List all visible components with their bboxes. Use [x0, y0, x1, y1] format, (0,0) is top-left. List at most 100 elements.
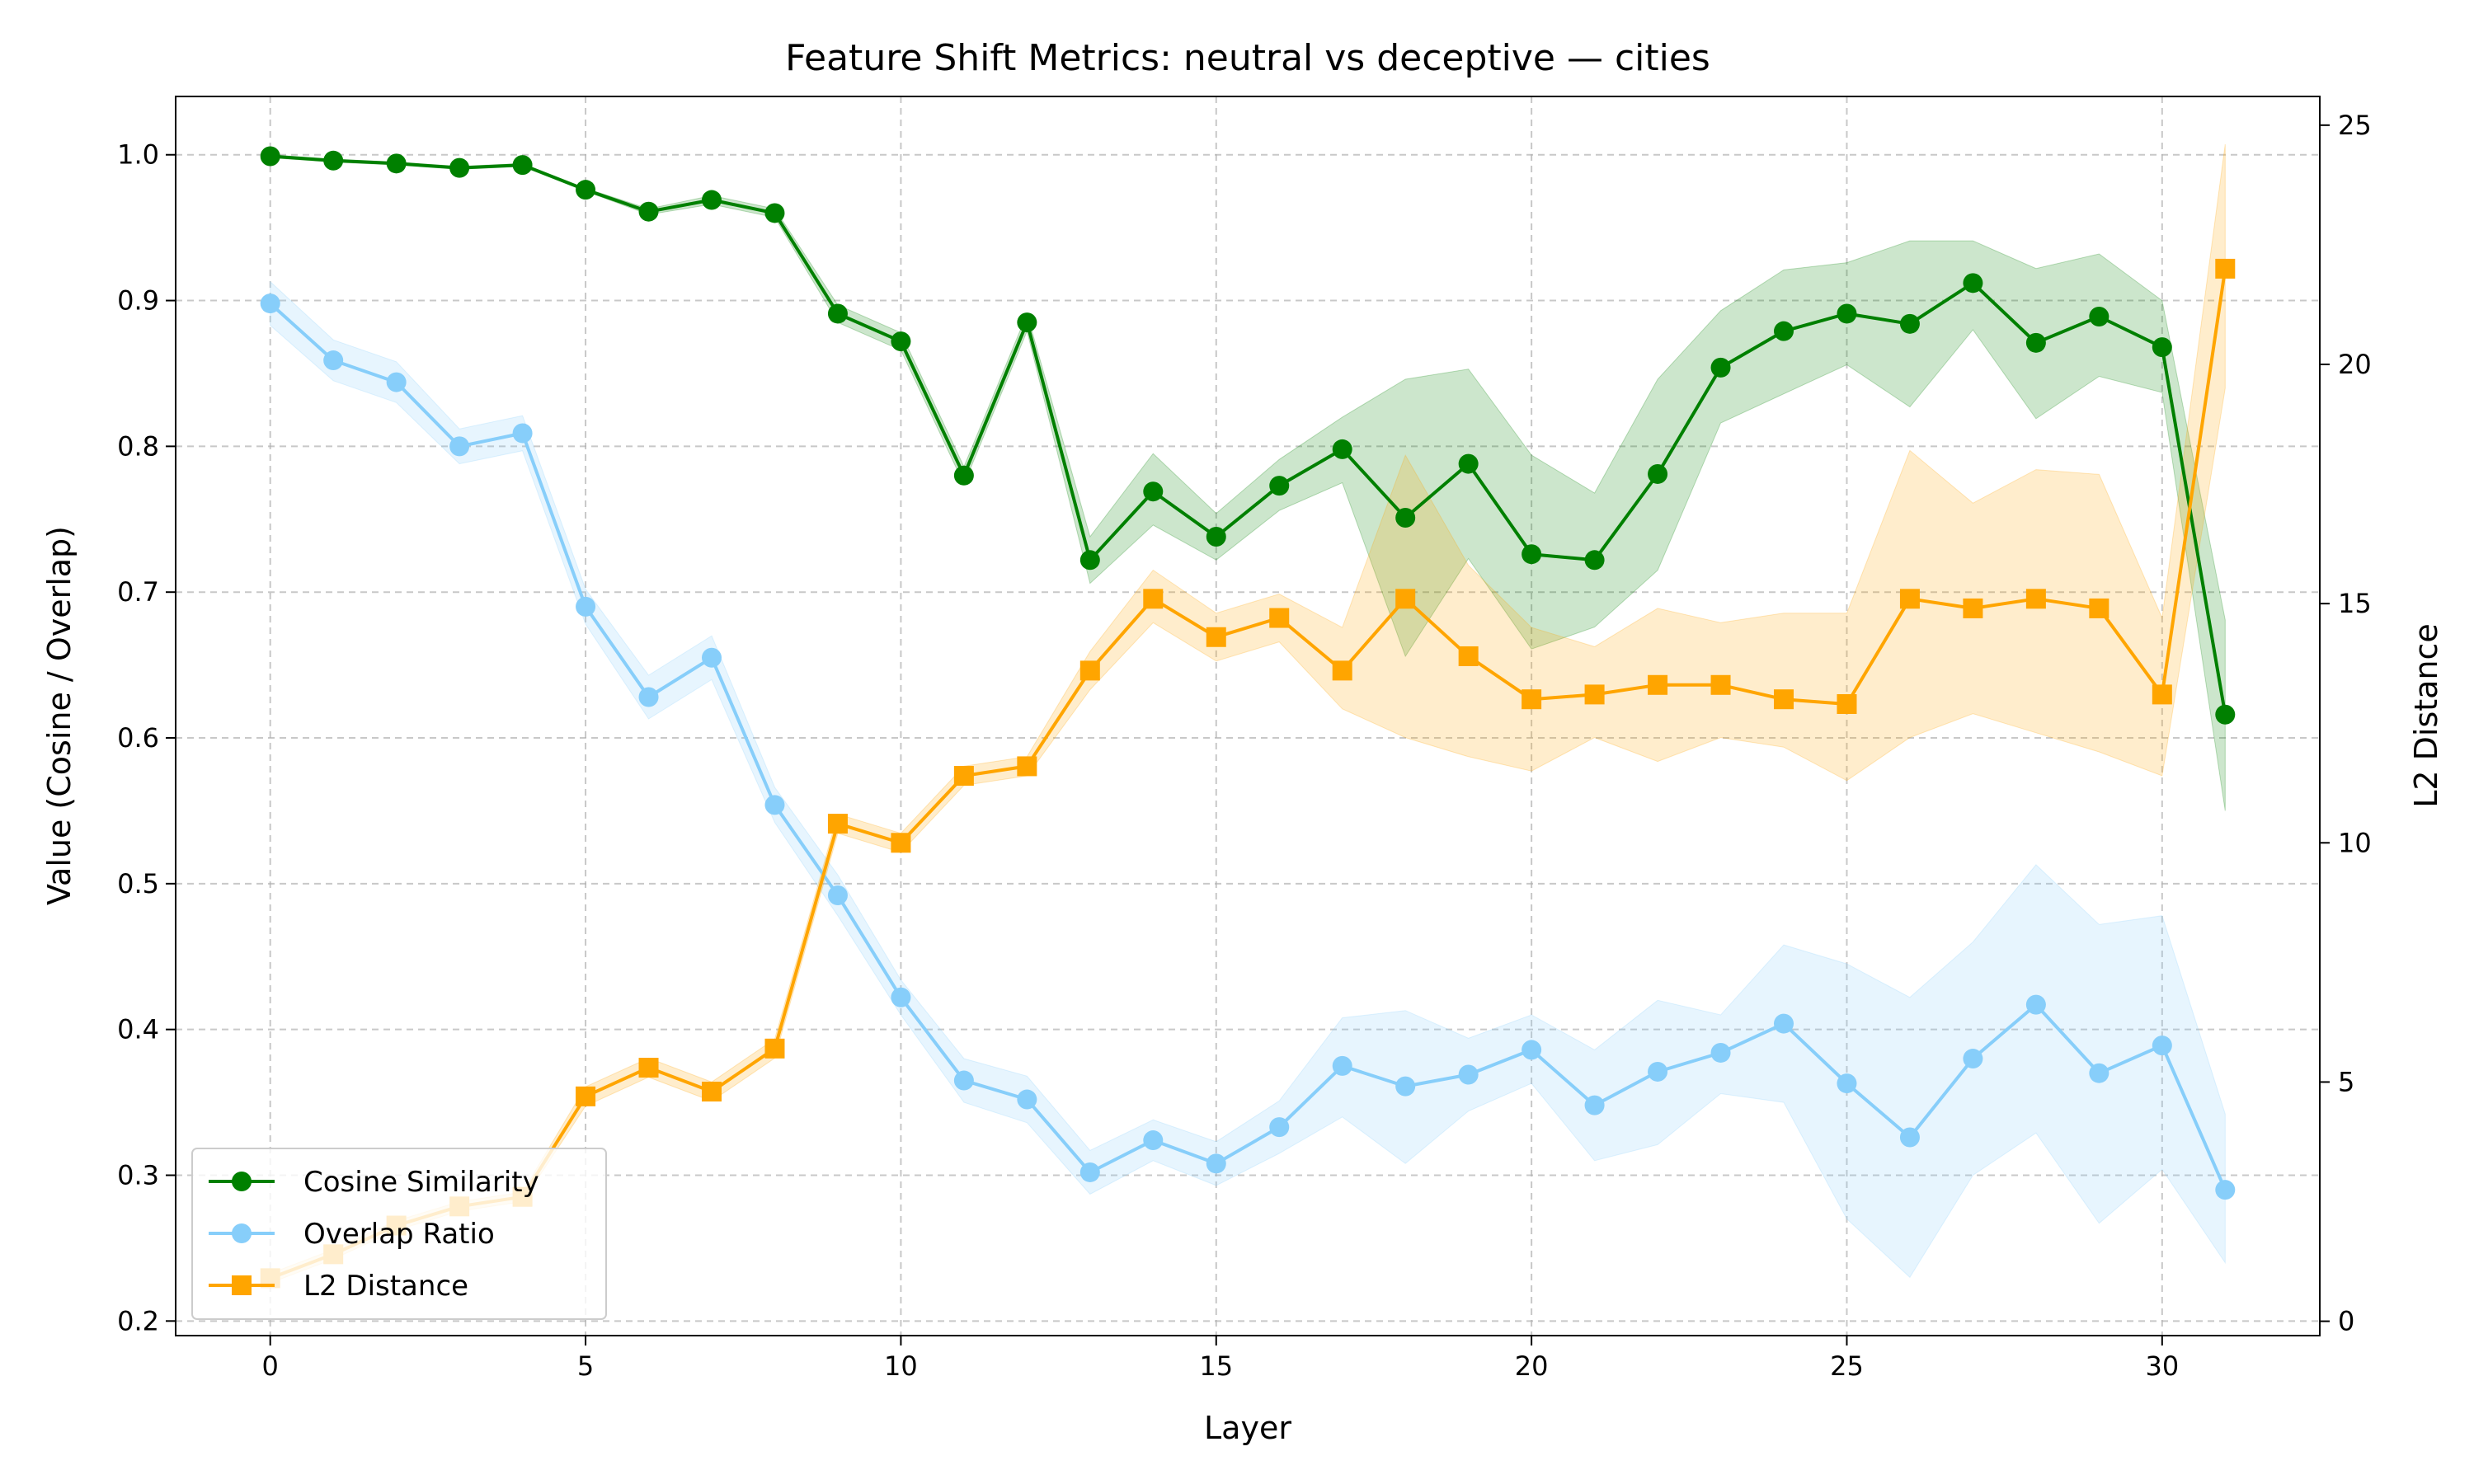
cosine-similarity-point — [1899, 313, 1920, 334]
cosine-similarity-point — [1395, 508, 1416, 528]
y-tick-label-right: 10 — [2338, 827, 2372, 858]
legend-marker-overlap-ratio — [232, 1223, 252, 1243]
x-tick-label: 10 — [884, 1350, 918, 1382]
l2-distance-band — [270, 143, 2226, 1284]
overlap-ratio-point — [891, 987, 911, 1007]
overlap-ratio-point — [1899, 1127, 1920, 1148]
x-tick-label: 0 — [262, 1350, 279, 1382]
y-tick-label-left: 0.9 — [117, 285, 159, 317]
cosine-similarity-point — [323, 150, 344, 171]
cosine-similarity-point — [2089, 307, 2109, 327]
legend-label-l2-distance: L2 Distance — [303, 1270, 468, 1303]
overlap-ratio-point — [1395, 1076, 1416, 1097]
y-tick-label-left: 1.0 — [117, 139, 159, 171]
cosine-similarity-point — [1648, 463, 1668, 484]
cosine-similarity-point — [1837, 303, 1857, 324]
cosine-similarity-point — [891, 331, 911, 352]
overlap-ratio-point — [702, 647, 722, 668]
cosine-similarity-point — [512, 155, 533, 176]
overlap-ratio-point — [953, 1070, 974, 1091]
l2-distance-point — [2089, 598, 2109, 618]
grid — [176, 96, 2320, 1336]
l2-distance-point — [2152, 684, 2172, 705]
cosine-similarity-point — [1143, 481, 1164, 502]
legend: Cosine Similarity Overlap Ratio L2 Distanc… — [191, 1148, 607, 1320]
legend-label-overlap-ratio: Overlap Ratio — [303, 1218, 495, 1251]
cosine-similarity-point — [576, 180, 596, 200]
x-tick-label: 5 — [577, 1350, 594, 1382]
overlap-ratio-point — [1269, 1117, 1290, 1138]
l2-distance-point — [891, 833, 911, 853]
y-tick-label-left: 0.4 — [117, 1014, 159, 1045]
plot-frame — [175, 96, 2321, 1336]
cosine-similarity-line — [270, 154, 2227, 716]
overlap-ratio-point — [449, 436, 470, 457]
l2-distance-point — [576, 1086, 596, 1106]
overlap-ratio-point — [2089, 1063, 2109, 1083]
y-tick-label-right: 25 — [2338, 110, 2372, 141]
l2-distance-point — [2215, 258, 2236, 279]
y-tick-label-left: 0.8 — [117, 430, 159, 462]
l2-distance-point — [702, 1082, 722, 1102]
cosine-similarity-point — [953, 465, 974, 486]
cosine-similarity-point — [1584, 550, 1605, 571]
y-tick-label-left: 0.7 — [117, 576, 159, 608]
y-tick-label-right: 0 — [2338, 1306, 2354, 1337]
overlap-ratio-point — [1837, 1073, 1857, 1094]
y-tick-label-right: 5 — [2338, 1066, 2354, 1097]
cosine-similarity-point — [2215, 704, 2236, 725]
x-tick-label: 25 — [1830, 1350, 1864, 1382]
l2-distance-point — [1710, 674, 1731, 695]
overlap-ratio-point — [827, 885, 848, 905]
overlap-ratio-point — [260, 294, 280, 314]
cosine-similarity-point — [1963, 273, 1983, 294]
y-tick-label-left: 0.3 — [117, 1159, 159, 1190]
overlap-ratio-point — [638, 687, 659, 707]
legend-label-cosine-similarity: Cosine Similarity — [303, 1166, 539, 1199]
legend-marker-cosine-similarity — [232, 1172, 252, 1191]
confidence-bands — [270, 143, 2226, 1284]
y-tick-label-right: 15 — [2338, 588, 2372, 619]
overlap-ratio-point — [2152, 1036, 2172, 1056]
l2-distance-point — [638, 1058, 659, 1078]
overlap-ratio-point — [764, 795, 785, 815]
l2-distance-line — [269, 268, 2227, 1280]
overlap-ratio-line — [269, 302, 2227, 1191]
overlap-ratio-point — [576, 596, 596, 617]
cosine-similarity-point — [260, 146, 280, 167]
overlap-ratio-point — [1206, 1153, 1226, 1174]
l2-distance-point — [2025, 589, 2046, 609]
l2-distance-point — [764, 1038, 785, 1059]
overlap-ratio-point — [1774, 1013, 1794, 1034]
x-tick-label: 20 — [1515, 1350, 1549, 1382]
y-axis-label-left: Value (Cosine / Overlap) — [41, 526, 78, 905]
cosine-similarity-point — [386, 153, 407, 174]
l2-distance-point — [1458, 646, 1479, 666]
l2-distance-point — [953, 766, 974, 787]
cosine-similarity-point — [1774, 321, 1794, 341]
overlap-ratio-point — [1522, 1040, 1542, 1060]
y-tick-label-left: 0.2 — [117, 1305, 159, 1336]
overlap-ratio-point — [1458, 1064, 1479, 1085]
cosine-similarity-point — [764, 203, 785, 223]
l2-distance-point — [1837, 693, 1857, 714]
cosine-similarity-point — [827, 303, 848, 324]
l2-distance-point — [1522, 689, 1542, 710]
overlap-ratio-point — [1710, 1042, 1731, 1063]
legend-box — [191, 1148, 607, 1320]
cosine-similarity-point — [1206, 527, 1226, 547]
overlap-ratio-point — [2025, 994, 2046, 1015]
l2-distance-point — [1332, 660, 1352, 681]
overlap-ratio-point — [512, 423, 533, 444]
x-axis-label: Layer — [1204, 1410, 1291, 1446]
y-tick-label-right: 20 — [2338, 349, 2372, 380]
cosine-similarity-point — [1522, 544, 1542, 565]
l2-distance-point — [1648, 674, 1668, 695]
l2-distance-point — [827, 814, 848, 834]
l2-distance-point — [1584, 684, 1605, 705]
x-tick-label: 15 — [1199, 1350, 1233, 1382]
l2-distance-point — [1206, 627, 1226, 647]
cosine-similarity-point — [1079, 550, 1100, 571]
l2-distance-point — [1963, 598, 1983, 618]
l2-distance-point — [1774, 689, 1794, 710]
